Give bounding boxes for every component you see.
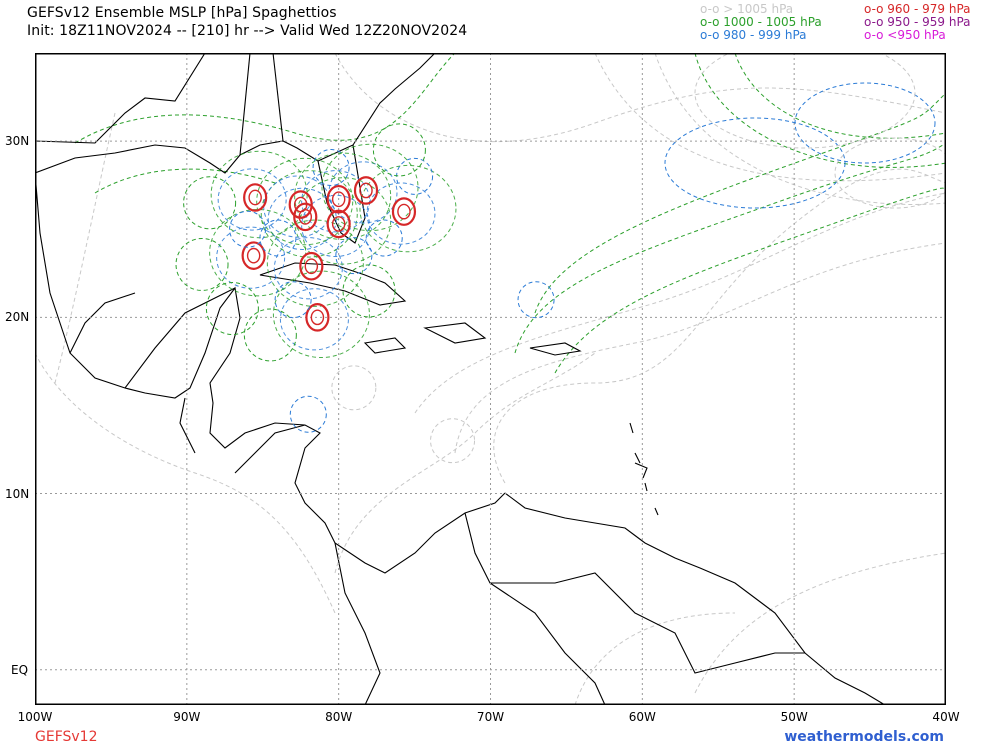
low-circle — [312, 149, 350, 187]
site-link[interactable]: weathermodels.com — [784, 729, 944, 745]
map-panel[interactable] — [35, 53, 946, 705]
low-circle — [241, 241, 266, 270]
low-circle-inner — [331, 191, 346, 208]
low-circle — [288, 190, 313, 219]
spaghetti-ring — [321, 143, 419, 232]
spaghetti-ring — [279, 288, 349, 351]
spaghetti-ring — [209, 208, 307, 297]
low-circle-inner — [248, 189, 262, 206]
low-circle — [305, 303, 330, 332]
x-tick-label: 70W — [476, 710, 505, 724]
low-circle — [289, 395, 327, 433]
y-tick-label: 20N — [5, 310, 30, 325]
spaghetti-ring — [256, 157, 354, 246]
legend-item-950-959: o-o 950 - 959 hPa — [864, 15, 971, 29]
low-circle — [335, 237, 373, 275]
legend-item-1000-1005: o-o 1000 - 1005 hPa — [700, 15, 822, 29]
spaghetti-ring — [301, 194, 371, 258]
x-tick-label: 40W — [932, 710, 960, 724]
low-circle — [183, 176, 237, 230]
low-circle-inner — [359, 182, 373, 199]
spaghetti-ring — [266, 219, 364, 307]
low-circle — [229, 210, 267, 248]
x-tick-label: 80W — [325, 710, 353, 724]
low-circle — [326, 209, 351, 239]
ambient-isobars — [35, 53, 946, 705]
low-circle — [342, 264, 396, 318]
ensemble-lows — [175, 123, 555, 464]
x-tick-label: 90W — [173, 710, 201, 724]
spaghetti-ring — [359, 164, 457, 253]
low-circle — [372, 123, 426, 177]
legend-item-gt1005: o-o > 1005 hPa — [700, 2, 794, 16]
spaghetti-ring — [267, 187, 337, 250]
spaghetti-ring — [273, 237, 343, 300]
low-circle — [353, 176, 379, 205]
low-circle-inner — [331, 216, 346, 232]
legend-item-lt950: o-o <950 hPa — [864, 28, 946, 42]
low-circle-inner — [304, 258, 319, 275]
low-circle — [326, 184, 351, 214]
low-circle-inner — [246, 247, 261, 264]
map-title: GEFSv12 Ensemble MSLP [hPa] Spaghettios — [27, 5, 337, 21]
y-tick-label: EQ — [11, 662, 29, 677]
low-circle — [396, 157, 434, 195]
low-circle — [517, 281, 555, 319]
low-circle — [299, 251, 324, 281]
coastlines — [35, 53, 886, 705]
spaghetti-ring — [260, 170, 358, 258]
low-circle — [430, 418, 476, 464]
low-circle-inner — [397, 203, 411, 220]
x-tick-label: 50W — [780, 710, 808, 724]
low-circle — [175, 237, 229, 291]
y-tick-label: 30N — [5, 134, 30, 149]
low-circle — [274, 281, 312, 319]
low-circle — [331, 365, 377, 411]
spaghetti-ring — [217, 168, 287, 231]
map-border — [35, 53, 946, 705]
spaghetti-ring — [216, 226, 286, 289]
x-tick-label: 100W — [17, 710, 53, 724]
low-circle — [365, 219, 403, 257]
low-circle-inner — [310, 309, 325, 326]
low-circle — [243, 308, 297, 362]
model-name: GEFSv12 — [35, 729, 98, 745]
x-tick-label: 60W — [628, 710, 656, 724]
graticule — [35, 53, 946, 705]
low-circle-inner — [298, 209, 313, 225]
legend-item-960-979: o-o 960 - 979 hPa — [864, 2, 971, 16]
spaghetti-ring — [272, 270, 370, 359]
map-subtitle: Init: 18Z11NOV2024 -- [210] hr --> Valid… — [27, 23, 468, 39]
low-circle — [259, 219, 297, 257]
low-circle — [243, 183, 268, 212]
y-tick-label: 10N — [5, 486, 30, 501]
spaghetti-ring — [294, 152, 392, 240]
low-circle — [391, 197, 417, 226]
map-canvas[interactable] — [35, 53, 946, 705]
low-circle — [293, 202, 318, 232]
legend-item-980-999: o-o 980 - 999 hPa — [700, 28, 807, 42]
low-circle — [205, 282, 259, 336]
spaghetti-ring — [301, 170, 371, 233]
